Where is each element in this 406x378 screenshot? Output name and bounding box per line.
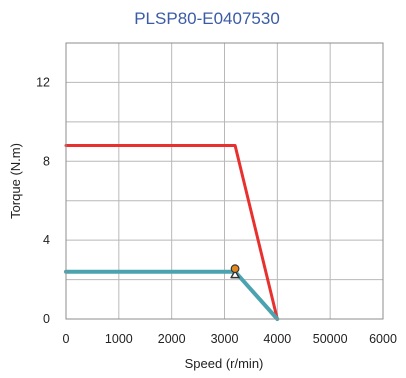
y-tick-label: 8	[43, 154, 50, 168]
marker-group	[230, 264, 240, 279]
chart-title: PLSP80-E0407530	[134, 9, 280, 28]
grid	[66, 43, 383, 319]
x-axis-ticks: 0 1000 2000 3000 4000 50000 6000	[63, 332, 397, 346]
series-line-1	[64, 144, 279, 321]
rated-point-marker	[230, 264, 240, 279]
x-tick-label: 1000	[105, 332, 133, 346]
y-axis-ticks: 0 4 8 12	[36, 75, 50, 326]
x-tick-label: 0	[63, 332, 70, 346]
x-tick-label: 2000	[158, 332, 186, 346]
y-tick-label: 0	[43, 312, 50, 326]
y-axis-label: Torque (N.m)	[8, 143, 23, 219]
x-tick-label: 4000	[263, 332, 291, 346]
x-axis-label: Speed (r/min)	[185, 356, 264, 371]
marker-triangle	[230, 269, 240, 279]
x-tick-label: 6000	[369, 332, 397, 346]
x-tick-label: 3000	[211, 332, 239, 346]
y-tick-label: 12	[36, 75, 50, 89]
plot-frame	[65, 42, 384, 320]
marker-dot	[230, 264, 240, 274]
x-tick-label: 50000	[313, 332, 348, 346]
y-tick-label: 4	[43, 233, 50, 247]
